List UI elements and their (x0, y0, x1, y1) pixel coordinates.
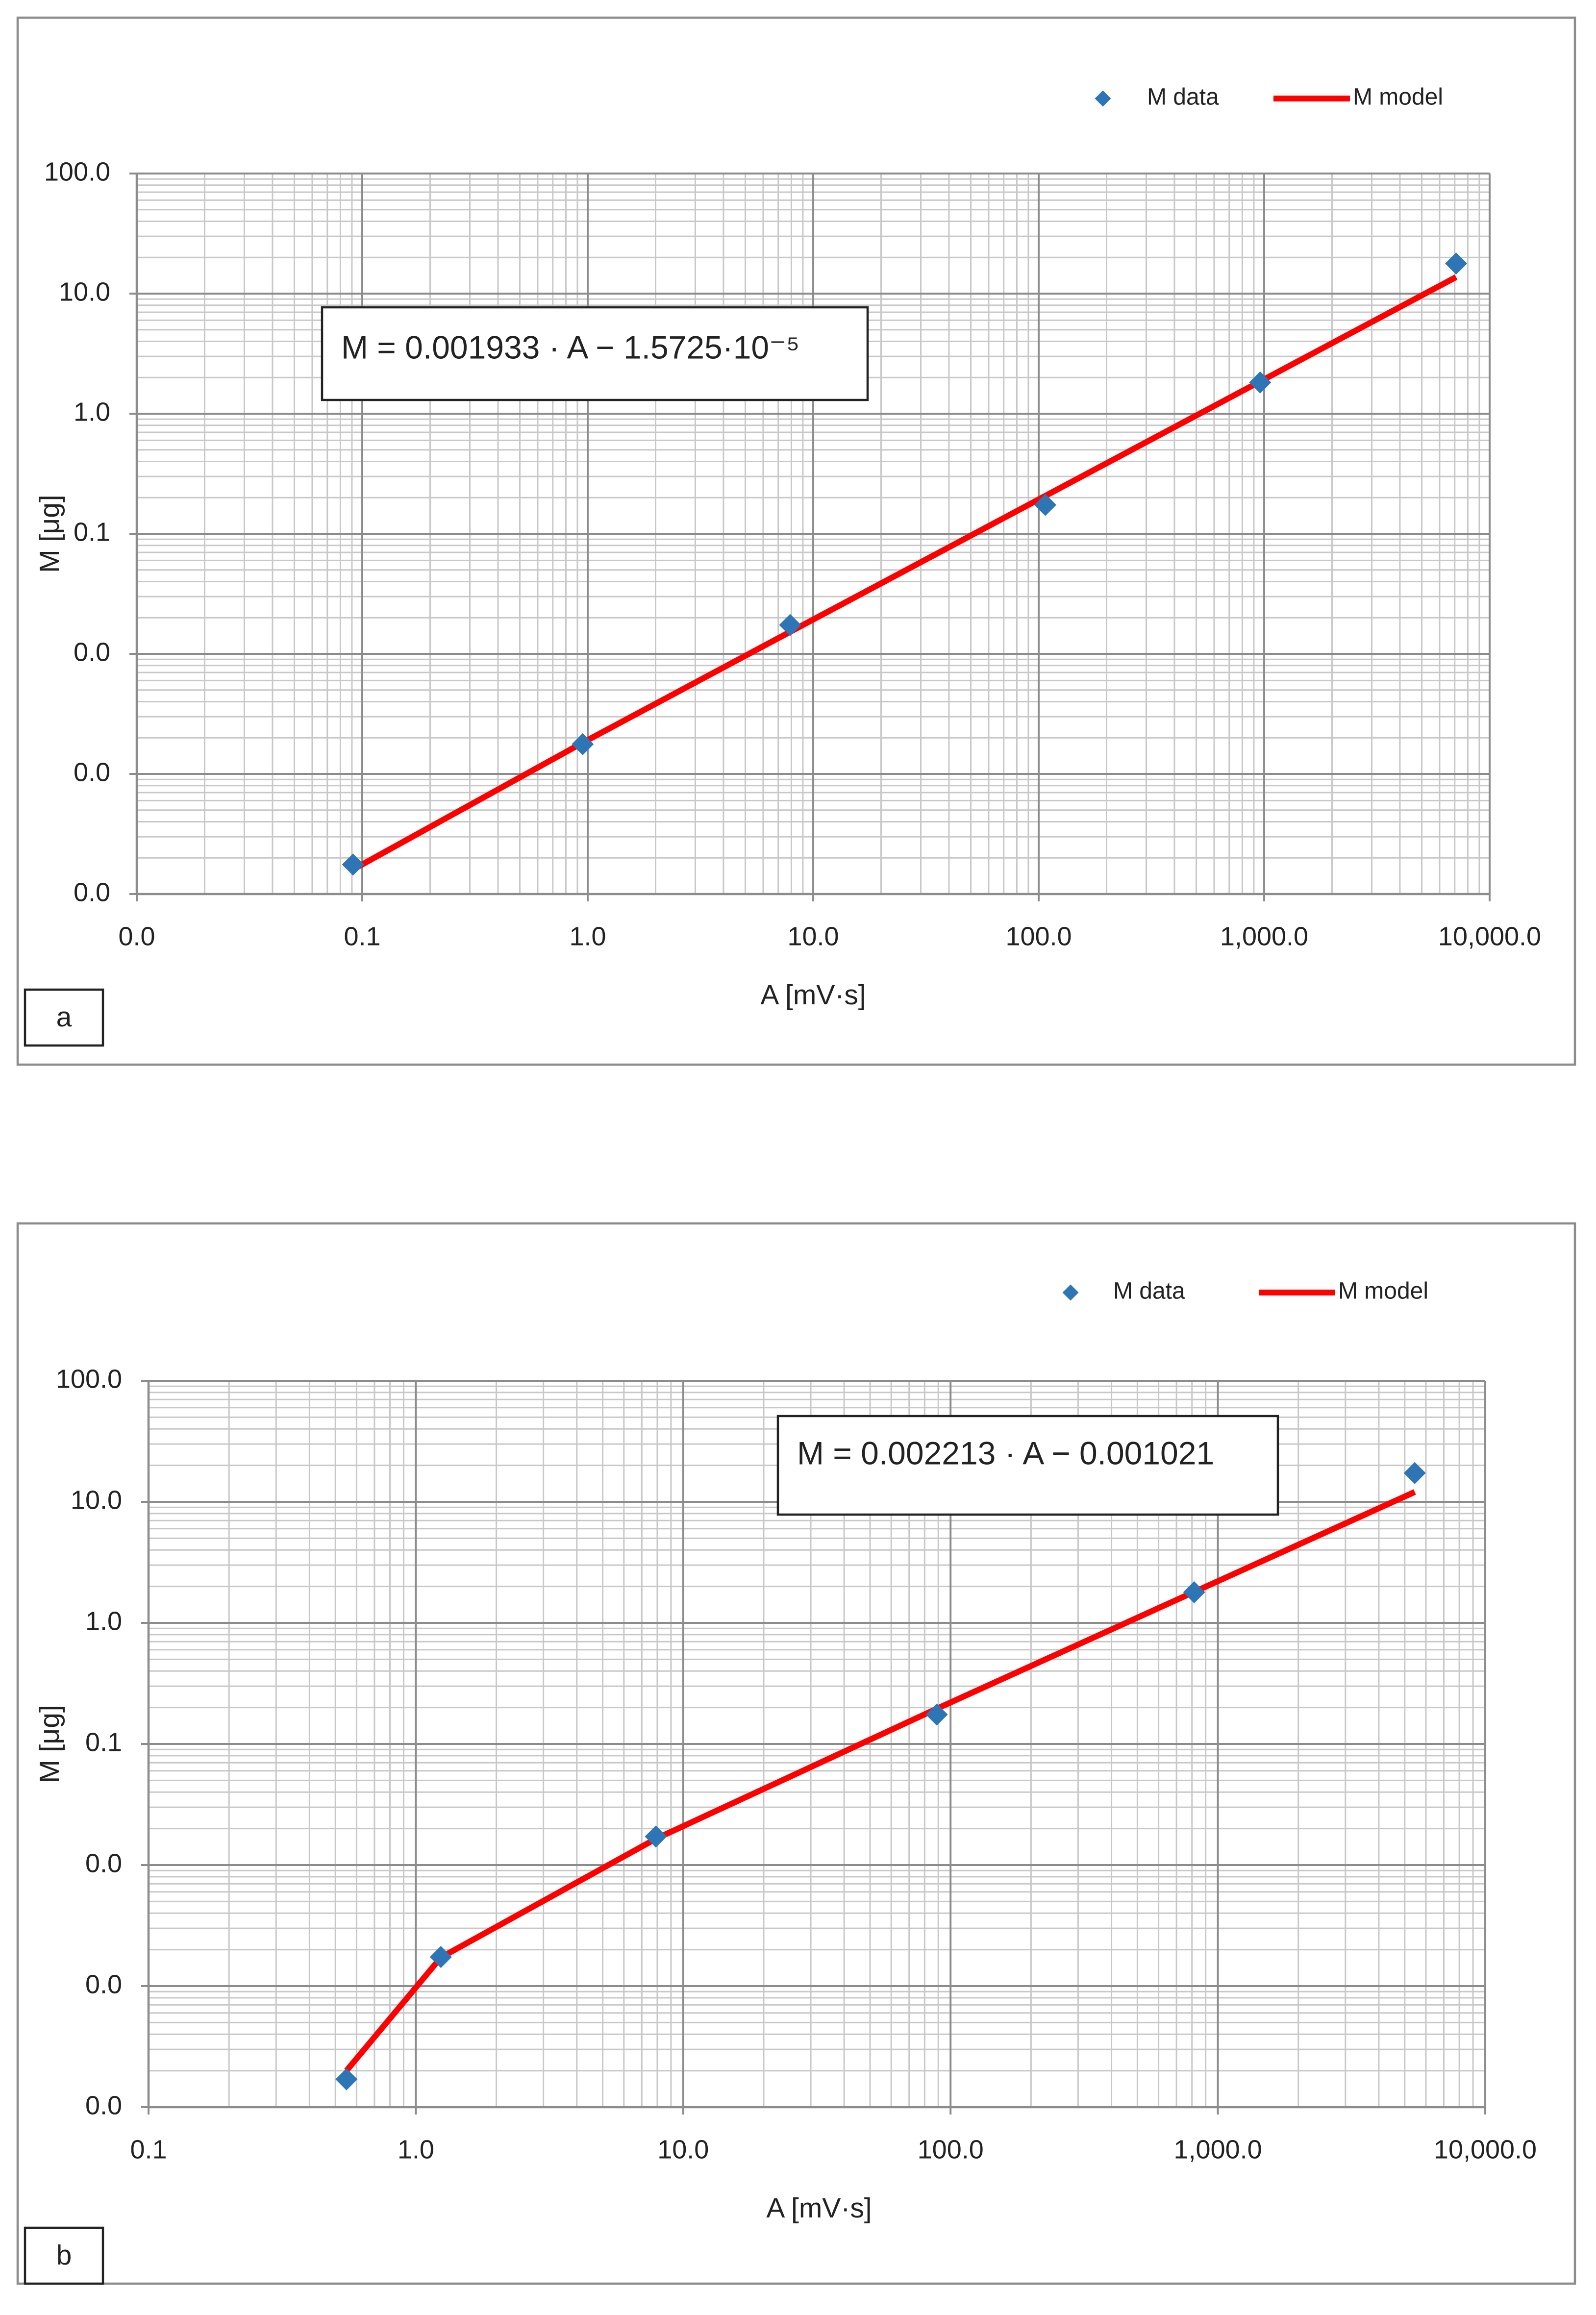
y-tick-label: 0.0 (74, 877, 110, 907)
x-tick-label: 0.1 (344, 921, 380, 951)
data-point (1445, 252, 1468, 275)
y-tick-label: 0.0 (85, 2091, 122, 2120)
x-tick-label: 1,000.0 (1174, 2135, 1262, 2164)
data-point (1249, 371, 1272, 394)
model-line (351, 274, 1458, 872)
chart-frame (16, 16, 1576, 1066)
data-point (1034, 494, 1057, 516)
x-tick-label: 100.0 (918, 2135, 984, 2164)
legend-label: M data (1113, 1278, 1185, 1304)
annotation: M = 0.002213 · A − 0.001021 (797, 1435, 1214, 1471)
panel-label: a (56, 1001, 72, 1033)
x-tick-label: 10,000.0 (1434, 2135, 1537, 2164)
y-tick-label: 0.0 (74, 637, 110, 667)
x-tick-label: 0.0 (118, 921, 155, 951)
legend-label: M model (1353, 84, 1443, 110)
y-axis-label: M [μg] (34, 1705, 65, 1783)
data-point (1403, 1462, 1426, 1484)
x-tick-label: 1.0 (569, 921, 606, 951)
y-tick-label: 0.1 (85, 1727, 122, 1757)
data-point (779, 614, 801, 636)
data-point (645, 1825, 667, 1848)
data-point (572, 733, 594, 755)
chart-frame (16, 1222, 1576, 2285)
annotation-box (776, 1415, 1279, 1516)
y-axis-label: M [μg] (34, 495, 65, 573)
legend-marker (1095, 90, 1111, 107)
legend-marker (1062, 1284, 1079, 1301)
panel-label: b (56, 2240, 72, 2271)
data-point (925, 1703, 948, 1726)
y-tick-label: 0.0 (85, 1969, 122, 1999)
x-tick-label: 10,000.0 (1438, 921, 1541, 951)
chart: 0.0 0.1 1.0 10.0 100.0 1,000.0 10,000.0 0.0 0.0 0… (16, 16, 1576, 1066)
x-tick-label: 0.1 (130, 2135, 167, 2164)
x-axis-label: A [mV·s] (766, 2192, 872, 2224)
legend-label: M data (1147, 84, 1219, 110)
data-point (335, 2068, 358, 2091)
x-tick-label: 1.0 (398, 2135, 434, 2164)
y-tick-label: 100.0 (44, 157, 110, 186)
y-tick-label: 10.0 (59, 277, 110, 306)
panel-label-box (24, 2226, 104, 2285)
y-tick-label: 10.0 (71, 1485, 122, 1515)
y-tick-label: 0.0 (74, 757, 110, 787)
data-point (1183, 1581, 1205, 1604)
y-tick-label: 0.0 (85, 1848, 122, 1878)
y-tick-label: 0.1 (74, 517, 110, 547)
x-axis-label: A [mV·s] (760, 979, 866, 1011)
data-point (429, 1946, 452, 1968)
y-tick-label: 1.0 (74, 397, 110, 426)
chart: 0.1 1.0 10.0 100.0 1,000.0 10,000.0 0.0 0.0 0.0 0… (16, 1222, 1576, 2285)
annotation: M = 0.001933 · A − 1.5725·10⁻⁵ (341, 329, 799, 365)
data-point (342, 853, 364, 876)
y-tick-label: 1.0 (85, 1606, 122, 1636)
x-tick-label: 100.0 (1005, 921, 1072, 951)
x-tick-label: 10.0 (657, 2135, 709, 2164)
y-tick-label: 100.0 (56, 1364, 122, 1394)
annotation-box (321, 306, 869, 401)
panel-label-box (24, 988, 104, 1047)
x-tick-label: 1,000.0 (1220, 921, 1308, 951)
model-line (344, 1489, 1416, 2073)
legend-label: M model (1338, 1278, 1428, 1304)
x-tick-label: 10.0 (787, 921, 839, 951)
